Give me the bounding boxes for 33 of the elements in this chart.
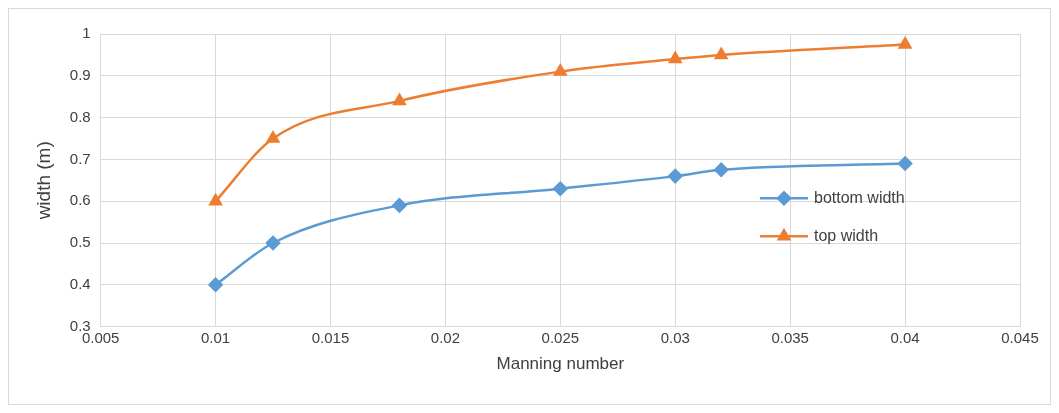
point	[392, 198, 407, 213]
point	[209, 193, 223, 206]
y-tick-label: 0.9	[69, 65, 91, 83]
point	[897, 156, 913, 171]
y-tick-label: 0.5	[69, 233, 91, 251]
x-axis-title: Manning number	[496, 354, 625, 374]
x-tick-label: 0.01	[200, 328, 231, 346]
point	[898, 37, 912, 49]
y-tick-label: 0.4	[69, 274, 91, 292]
y-axis-title: width (m)	[32, 141, 54, 221]
point	[208, 277, 223, 293]
point	[668, 168, 683, 184]
x-tick-label: 0.025	[541, 328, 580, 346]
point	[553, 64, 567, 76]
x-tick-label: 0.045	[1001, 328, 1039, 346]
point	[668, 51, 682, 64]
legend-label: bottom width	[814, 188, 905, 206]
y-tick-label: 0.8	[69, 107, 91, 125]
x-tick-label: 0.04	[890, 328, 920, 346]
x-tick-label: 0.015	[311, 328, 350, 346]
point	[553, 181, 568, 196]
point	[713, 162, 729, 178]
y-tick-label: 0.7	[69, 149, 91, 167]
y-tick-label: 0.6	[69, 191, 91, 209]
x-tick-label: 0.02	[430, 328, 461, 346]
point	[714, 47, 728, 60]
point	[266, 131, 280, 143]
x-tick-label: 0.03	[660, 328, 690, 346]
x-tick-label: 0.035	[771, 328, 809, 346]
point	[265, 235, 281, 251]
point	[392, 93, 406, 106]
y-tick-label: 1	[82, 24, 91, 42]
legend-label: top width	[814, 226, 879, 244]
